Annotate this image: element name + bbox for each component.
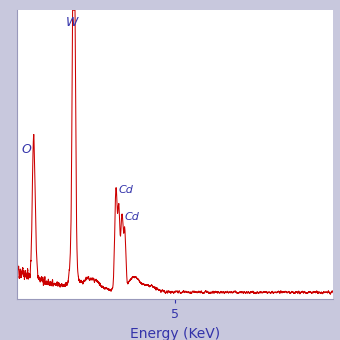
Text: Cd: Cd	[119, 185, 133, 194]
Text: W: W	[66, 16, 78, 30]
Text: Cd: Cd	[124, 212, 139, 222]
Text: O: O	[22, 143, 32, 156]
X-axis label: Energy (KeV): Energy (KeV)	[130, 327, 220, 340]
